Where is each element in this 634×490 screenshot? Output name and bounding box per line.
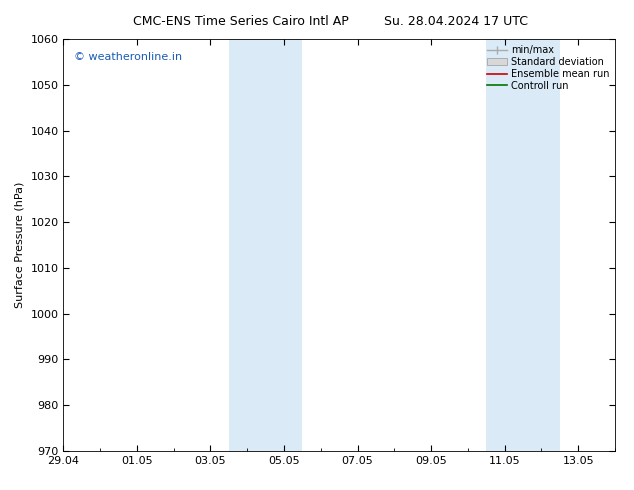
Text: CMC-ENS Time Series Cairo Intl AP: CMC-ENS Time Series Cairo Intl AP: [133, 15, 349, 28]
Y-axis label: Surface Pressure (hPa): Surface Pressure (hPa): [15, 182, 25, 308]
Bar: [229, 39, 302, 451]
Text: © weatheronline.in: © weatheronline.in: [74, 51, 183, 62]
Legend: min/max, Standard deviation, Ensemble mean run, Controll run: min/max, Standard deviation, Ensemble me…: [484, 42, 612, 94]
Bar: [486, 39, 560, 451]
Text: Su. 28.04.2024 17 UTC: Su. 28.04.2024 17 UTC: [384, 15, 529, 28]
